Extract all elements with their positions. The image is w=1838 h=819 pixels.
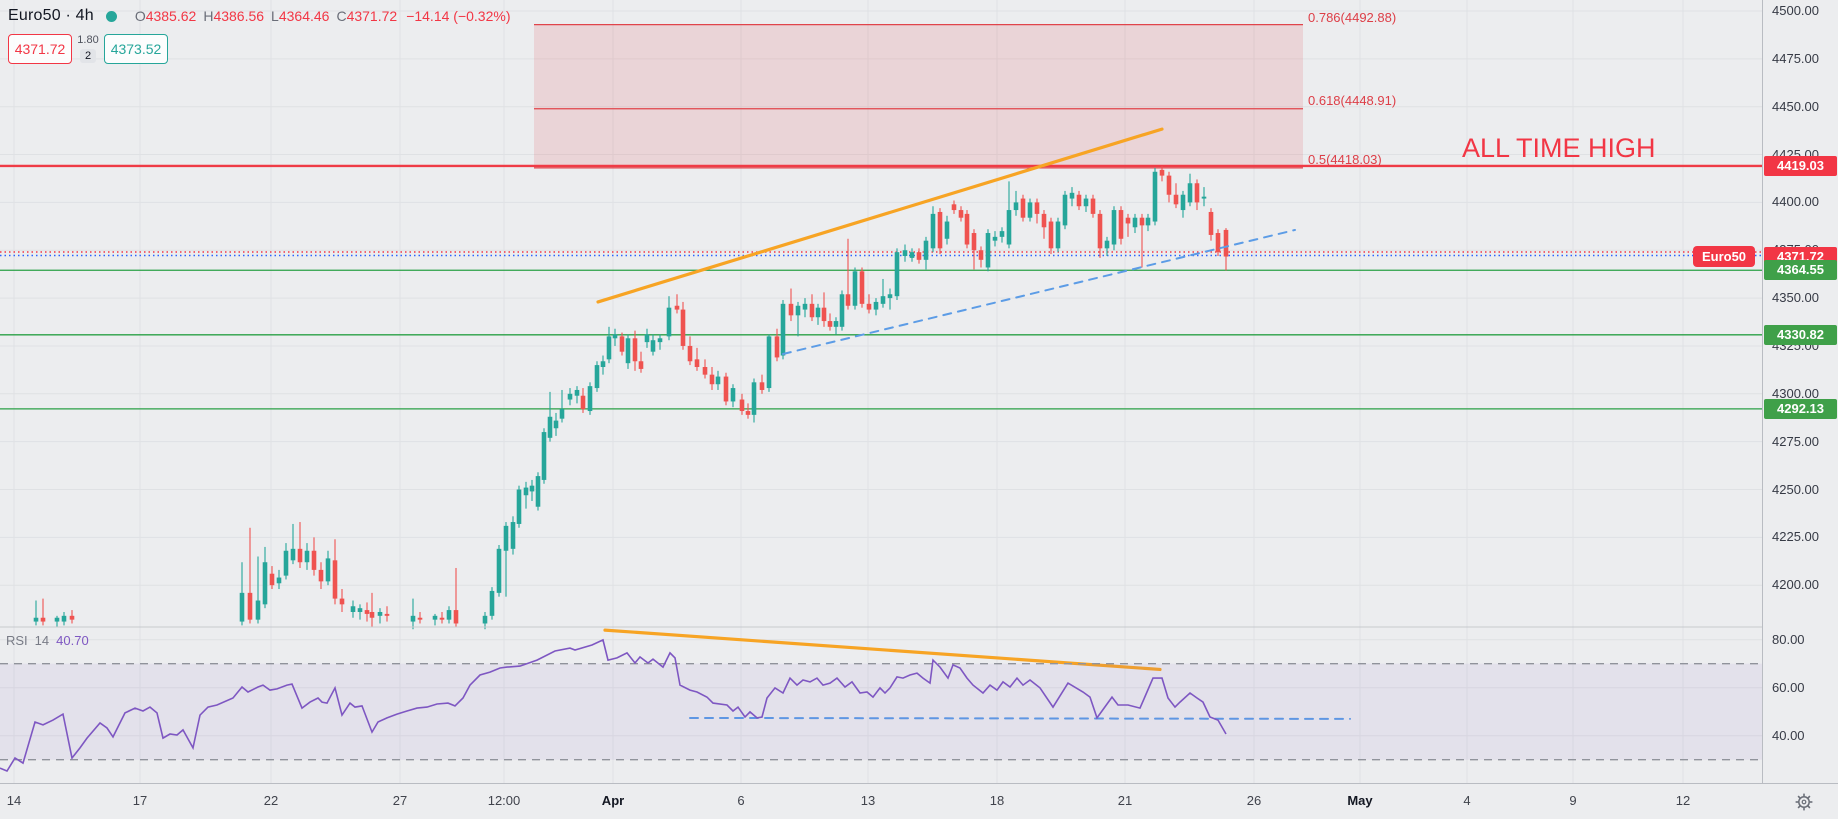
- spread-indicator: 1.80 2: [73, 34, 103, 63]
- price-badge: 4419.03: [1764, 155, 1837, 176]
- sell-button[interactable]: 4371.72: [8, 34, 72, 64]
- spread-value: 1.80: [77, 34, 99, 46]
- axis-settings-button[interactable]: [1793, 791, 1815, 813]
- open-label: O: [134, 8, 146, 24]
- price-rising-wedge-line: [596, 127, 1164, 304]
- time-tick-label: 12:00: [487, 793, 521, 808]
- price-tick-label: 4250.00: [1772, 481, 1819, 497]
- price-tick-label: 4400.00: [1772, 194, 1819, 210]
- rsi-tick-label: 40.00: [1772, 727, 1805, 743]
- price-tick-label: 4475.00: [1772, 50, 1819, 66]
- time-tick-label: 14: [6, 793, 22, 808]
- fib-level-0786-label[interactable]: 0.786(4492.88): [1308, 10, 1397, 25]
- time-tick-label: 22: [263, 793, 279, 808]
- close-label: C: [336, 8, 347, 24]
- price-tick-label: 4450.00: [1772, 98, 1819, 114]
- time-tick-label: 17: [132, 793, 148, 808]
- ohlc-values: O4385.62 H4386.56 L4364.46 C4371.72 −14.…: [135, 8, 511, 24]
- rsi-length: 14: [34, 633, 50, 648]
- change-value: −14.14 (−0.32%): [406, 8, 511, 24]
- time-tick-label: 21: [1117, 793, 1133, 808]
- price-tick-label: 4200.00: [1772, 577, 1819, 593]
- fib-level-0618-label[interactable]: 0.618(4448.91): [1308, 93, 1397, 108]
- rsi-indicator-name: RSI: [6, 633, 28, 648]
- rsi-legend: RSI 14 40.70: [6, 633, 89, 648]
- horizontal-levels: [0, 164, 1762, 410]
- all-time-high-annotation[interactable]: ALL TIME HIGH: [1462, 133, 1656, 163]
- price-tick-label: 4350.00: [1772, 290, 1819, 306]
- price-tick-label: 4500.00: [1772, 3, 1819, 18]
- time-tick-label: 18: [989, 793, 1005, 808]
- time-tick-label: Apr: [601, 793, 625, 808]
- price-support-dashed: [782, 228, 1296, 355]
- high-value: 4386.56: [213, 8, 265, 24]
- close-value: 4371.72: [346, 8, 398, 24]
- time-tick-label: 9: [1569, 793, 1577, 808]
- symbol-row: Euro50 · 4h O4385.62 H4386.56 L4364.46 C…: [8, 5, 510, 27]
- rsi-pane: [0, 638, 1762, 773]
- time-tick-label: May: [1347, 793, 1373, 808]
- price-badge: 4292.13: [1764, 398, 1837, 419]
- rsi-support-dashed: [689, 716, 1351, 720]
- high-label: H: [203, 8, 214, 24]
- trade-buttons: 4371.72 1.80 2 4373.52: [8, 34, 510, 64]
- rsi-tick-label: 60.00: [1772, 679, 1805, 695]
- time-tick-label: 4: [1463, 793, 1471, 808]
- price-tick-label: 4300.00: [1772, 385, 1819, 401]
- buy-button[interactable]: 4373.52: [104, 34, 168, 64]
- symbol-title[interactable]: Euro50 · 4h: [8, 7, 94, 24]
- spread-pips: 2: [79, 49, 97, 63]
- gear-icon: [1795, 793, 1813, 811]
- market-status-dot-icon: [105, 10, 117, 22]
- rsi-current-value: 40.70: [56, 633, 89, 648]
- price-axis[interactable]: 4200.00 4225.00 4250.00 4275.00 4300.00 4325.…: [1762, 0, 1838, 819]
- low-value: 4364.46: [278, 8, 330, 24]
- time-tick-label: 27: [392, 793, 408, 808]
- time-axis[interactable]: 14 17 22 27 12:00 Apr 6 13 18 21 26 May 4 9 12: [0, 783, 1838, 819]
- time-tick-label: 6: [737, 793, 745, 808]
- price-tick-label: 4275.00: [1772, 433, 1819, 449]
- time-tick-label: 26: [1246, 793, 1262, 808]
- rsi-line: [0, 638, 1227, 773]
- rsi-divergence-line: [603, 628, 1162, 672]
- fib-retracement: [534, 23, 1303, 169]
- time-tick-label: 13: [860, 793, 876, 808]
- price-badge: 4364.55: [1764, 260, 1837, 281]
- time-tick-label: 12: [1675, 793, 1691, 808]
- open-value: 4385.62: [145, 8, 197, 24]
- low-label: L: [271, 8, 279, 24]
- chart-canvas[interactable]: [0, 0, 1762, 783]
- price-badge: 4330.82: [1764, 324, 1837, 345]
- fib-level-05-label[interactable]: 0.5(4418.03): [1308, 152, 1382, 167]
- chart-legend: Euro50 · 4h O4385.62 H4386.56 L4364.46 C…: [8, 5, 510, 64]
- price-tick-label: 4225.00: [1772, 529, 1819, 545]
- candlesticks: [33, 166, 1229, 630]
- price-line-symbol-tag: Euro50: [1693, 246, 1755, 268]
- rsi-tick-label: 80.00: [1772, 631, 1805, 647]
- gridlines: [0, 0, 1762, 783]
